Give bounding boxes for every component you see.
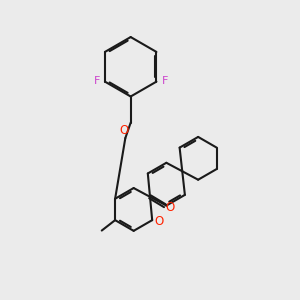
Text: O: O [166,201,175,214]
Text: F: F [93,76,100,86]
Text: F: F [162,76,168,86]
Text: O: O [154,215,163,228]
Text: O: O [120,124,129,137]
